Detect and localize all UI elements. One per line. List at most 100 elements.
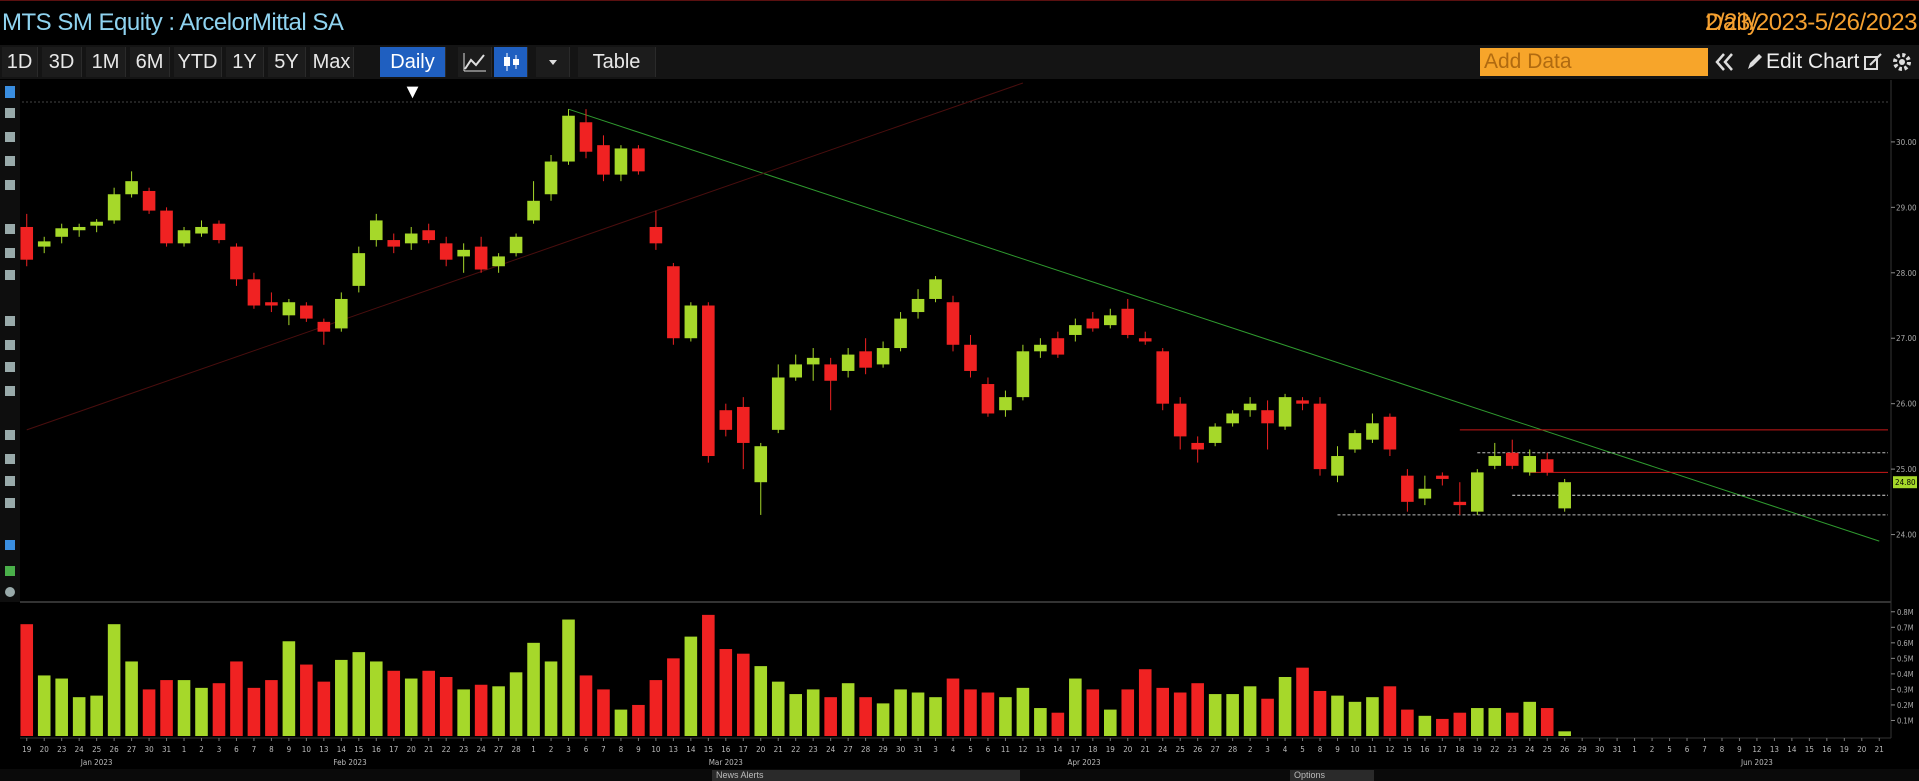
candle-body [1243,403,1257,411]
candle-body [1121,308,1135,335]
candle-body [824,364,837,381]
x-tick-label: 31 [913,745,922,754]
volume-bar [789,694,803,736]
x-tick-label: 25 [1543,745,1552,754]
volume-bar [335,659,348,736]
volume-bar [1436,718,1449,736]
range-button[interactable]: Max [310,47,354,77]
pencil-icon[interactable] [1744,51,1764,73]
candle-body [387,240,401,247]
volume-bar [1348,701,1362,736]
volume-bar [20,624,34,736]
candle-body [1156,351,1170,404]
tool-icon[interactable] [5,108,15,118]
y-tick-label: 28.00 [1896,269,1917,278]
x-tick-label: 5 [1300,745,1305,754]
table-button[interactable]: Table [578,47,656,77]
volume-bar [509,672,523,736]
x-tick-label: 15 [354,745,363,754]
tool-icon[interactable] [5,430,15,440]
tool-icon[interactable] [5,224,15,234]
volume-bar [37,675,51,736]
bottom-bar: News Alerts Options [0,769,1919,781]
tool-icon[interactable] [5,566,15,576]
range-button[interactable]: 1D [2,47,38,77]
candle-body [579,122,593,152]
tool-icon[interactable] [5,270,15,280]
tool-icon[interactable] [5,476,15,486]
candle-body [527,200,540,221]
tool-icon[interactable] [5,156,15,166]
volume-bar [702,614,715,736]
volume-bar [1505,712,1519,736]
range-button[interactable]: 6M [130,47,170,77]
dropdown-button[interactable] [536,47,570,77]
volume-bar [247,687,261,736]
volume-bar [964,689,977,736]
tool-icon[interactable] [5,180,15,190]
candle-chart-button[interactable] [494,47,528,77]
x-tick-label: 20 [40,745,50,754]
edit-chart-button[interactable]: Edit Chart [1766,50,1860,73]
volume-bar [1086,689,1100,736]
candle-body [806,357,820,365]
tool-icon[interactable] [5,498,15,508]
candle-body [212,223,226,241]
range-button[interactable]: 3D [42,47,82,77]
tool-icon[interactable] [5,587,15,597]
tool-icon[interactable] [5,362,15,372]
options-tab[interactable]: Options [1290,770,1374,781]
x-tick-label: 9 [1737,745,1742,754]
range-button[interactable]: YTD [174,47,222,77]
tool-icon[interactable] [5,540,15,550]
news-alerts-tab[interactable]: News Alerts [712,770,1020,781]
candle-body [946,302,960,345]
x-tick-label: 10 [651,745,661,754]
x-tick-label: 28 [1228,745,1238,754]
tool-icon[interactable] [5,340,15,350]
line-chart-button[interactable] [458,47,492,77]
tool-icon[interactable] [5,248,15,258]
candle-body [876,348,890,365]
volume-bar [824,697,837,736]
date-range[interactable]: 2/23/2023-5/26/2023 [1704,9,1918,36]
settings-icon[interactable] [1890,50,1914,74]
volume-bar [422,670,435,736]
tool-icon[interactable] [5,132,15,142]
x-tick-label: 8 [269,745,274,754]
tool-icon[interactable] [5,454,15,464]
x-tick-label: 10 [1350,745,1360,754]
y2-tick-label: 0.5M [1897,654,1914,663]
x-tick-label: 16 [1822,745,1832,754]
range-button[interactable]: 5Y [268,47,306,77]
x-tick-label: 30 [1595,745,1605,754]
candle-body [894,318,907,349]
x-tick-label: 3 [1265,745,1270,754]
frequency-button[interactable]: Daily ▼ [380,47,446,103]
candle-body [1296,400,1309,404]
volume-bar [1261,698,1274,736]
candle-body [544,161,558,195]
add-data-input[interactable]: Add Data [1480,48,1708,76]
annotate-icon[interactable] [1862,51,1884,73]
volume-bar [160,680,173,736]
x-tick-label: 13 [319,745,328,754]
volume-bar [1034,708,1047,736]
volume-bar [1051,712,1065,736]
x-tick-label: 21 [1875,745,1884,754]
tool-icon[interactable] [5,86,15,98]
range-button[interactable]: 1M [86,47,126,77]
candle-body [369,220,383,241]
candle-body [1034,344,1047,352]
volume-bar [492,686,505,736]
candle-body [90,221,103,226]
volume-bar [55,678,68,736]
tool-icon[interactable] [5,386,15,396]
range-button[interactable]: 1Y [226,47,264,77]
collapse-icon[interactable] [1712,49,1738,75]
x-tick-label: 2 [549,745,554,754]
candle-body [457,249,470,257]
y2-tick-label: 0.1M [1897,716,1914,725]
x-tick-label: 15 [1805,745,1814,754]
tool-icon[interactable] [5,316,15,326]
